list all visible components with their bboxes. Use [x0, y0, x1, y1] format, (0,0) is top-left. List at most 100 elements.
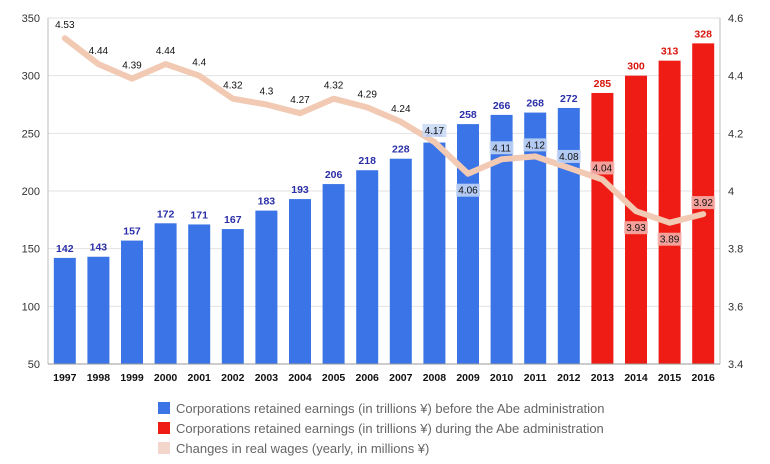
wage-value-label: 4.3: [259, 87, 273, 98]
wage-value-label: 4.29: [357, 89, 377, 100]
wage-value-label: 4.39: [122, 61, 142, 72]
legend-swatch-blue: [158, 402, 170, 414]
y-right-tick-label: 4: [728, 186, 734, 198]
x-tick-label: 2016: [692, 372, 716, 384]
bar-value-label: 313: [661, 46, 679, 58]
bar-before-abe: [87, 256, 110, 364]
wage-value-label: 3.89: [660, 235, 680, 246]
line-label-bg: [691, 196, 716, 210]
x-tick-label: 2014: [624, 372, 648, 384]
x-tick-label: 1998: [87, 372, 111, 384]
bar-value-label: 183: [258, 196, 276, 208]
bar-value-label: 328: [694, 28, 712, 40]
line-label-bg: [657, 232, 682, 246]
line-label-bg: [523, 138, 548, 152]
x-tick-label: 2000: [154, 372, 178, 384]
line-label-bg: [422, 123, 447, 137]
bar-value-label: 206: [325, 169, 343, 181]
y-right-tick-label: 4.4: [728, 71, 743, 83]
wage-value-label: 4.44: [89, 46, 109, 57]
bar-value-label: 218: [358, 155, 376, 167]
bar-value-label: 272: [560, 93, 578, 105]
y-right-tick-label: 4.6: [728, 13, 743, 25]
x-tick-label: 2009: [456, 372, 480, 384]
y-right-tick-label: 3.8: [728, 244, 743, 256]
bar-before-abe: [557, 107, 580, 365]
line-label-bg: [456, 183, 480, 197]
bar-before-abe: [154, 223, 177, 364]
x-tick-label: 2007: [389, 372, 413, 384]
legend-swatch-red: [158, 422, 170, 434]
wage-value-label: 4.32: [223, 81, 243, 92]
y-left-tick-label: 350: [22, 13, 40, 25]
line-label-bg: [556, 149, 581, 163]
wage-value-label: 4.27: [290, 95, 310, 106]
wage-value-label: 4.11: [492, 143, 511, 154]
y-left-tick-label: 300: [22, 71, 40, 83]
bar-before-abe: [389, 158, 412, 364]
x-tick-label: 1999: [120, 372, 144, 384]
y-left-tick-label: 150: [22, 244, 40, 256]
wage-value-label: 4.12: [525, 140, 545, 151]
bar-value-label: 258: [459, 109, 477, 121]
wage-value-label: 4.06: [458, 186, 478, 197]
y-left-tick-label: 50: [28, 359, 40, 371]
wage-value-label: 4.32: [324, 81, 344, 92]
legend: Corporations retained earnings (in trill…: [158, 398, 605, 458]
line-label-bg: [624, 221, 648, 235]
wage-value-label: 4.24: [391, 104, 411, 115]
x-tick-label: 2012: [557, 372, 581, 384]
bar-before-abe: [322, 184, 345, 364]
wage-value-label: 3.92: [693, 198, 713, 209]
x-tick-label: 2005: [322, 372, 346, 384]
legend-item-real-wages: Changes in real wages (yearly, in millio…: [158, 438, 605, 458]
wage-value-label: 4.04: [593, 163, 613, 174]
bar-data-labels: 1421431571721711671831932062182282422582…: [56, 28, 712, 255]
line-label-bg: [489, 141, 514, 155]
wage-value-label: 4.4: [192, 58, 206, 69]
legend-swatch-pink: [158, 442, 170, 454]
legend-label-before-abe: Corporations retained earnings (in trill…: [176, 400, 605, 416]
x-tick-label: 2013: [591, 372, 615, 384]
y-right-tick-label: 4.2: [728, 128, 743, 140]
x-tick-label: 2011: [524, 372, 547, 384]
bar-before-abe: [121, 240, 143, 364]
bar-value-label: 285: [594, 78, 612, 90]
x-tick-label: 2003: [255, 372, 279, 384]
x-tick-label: 1997: [53, 372, 77, 384]
wage-value-label: 4.08: [559, 152, 579, 163]
wage-value-label: 4.44: [156, 46, 176, 57]
x-tick-label: 2008: [423, 372, 447, 384]
wage-line: [61, 35, 707, 226]
x-tick-label: 2004: [288, 372, 312, 384]
x-tick-label: 2001: [188, 372, 212, 384]
legend-label-during-abe: Corporations retained earnings (in trill…: [176, 420, 604, 436]
legend-item-before-abe: Corporations retained earnings (in trill…: [158, 398, 605, 418]
wage-line-path: [61, 35, 707, 226]
bar-value-label: 228: [392, 144, 410, 156]
x-tick-label: 2015: [658, 372, 682, 384]
bar-during-abe: [625, 75, 647, 365]
bar-before-abe: [188, 224, 211, 364]
bar-before-abe: [423, 142, 446, 364]
bars: [53, 43, 715, 365]
bar-before-abe: [289, 199, 311, 364]
y-left-tick-label: 100: [22, 301, 40, 313]
bar-value-label: 193: [291, 184, 309, 196]
bar-value-label: 142: [56, 243, 74, 255]
bar-value-label: 172: [157, 208, 175, 220]
y-left-tick-label: 250: [22, 128, 40, 140]
bar-value-label: 266: [493, 100, 511, 112]
axes: 50 100 150 200 250 300 350 3.4 3.6 3.8 4 4.2 4.4 4.6 1…: [22, 13, 744, 384]
bar-before-abe: [255, 210, 278, 364]
y-right-tick-label: 3.4: [728, 359, 743, 371]
bar-before-abe: [524, 112, 547, 364]
y-left-tick-label: 200: [22, 186, 40, 198]
x-tick-label: 2010: [490, 372, 514, 384]
bar-before-abe: [221, 229, 244, 364]
bar-value-label: 171: [190, 209, 208, 221]
wage-value-label: 4.53: [55, 20, 75, 31]
line-data-labels: 4.53 4.44 4.39 4.44 4.4 4.32 4.3 4.27 4.32 4.29 4.…: [55, 20, 716, 246]
x-tick-label: 2006: [356, 372, 380, 384]
